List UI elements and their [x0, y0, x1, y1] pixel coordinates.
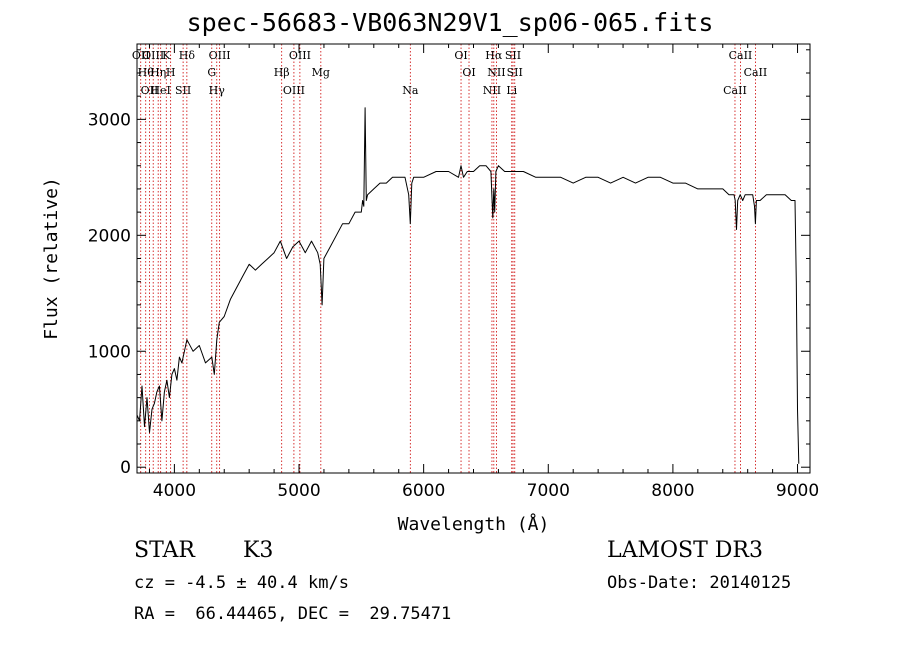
line-marker-label: K — [162, 49, 171, 62]
line-marker-label: OI — [462, 66, 475, 79]
line-marker-label: HeI — [150, 84, 170, 97]
line-marker-label: CaII — [723, 84, 747, 97]
line-marker-label: CaII — [744, 66, 768, 79]
survey-label: LAMOST DR3 — [607, 538, 763, 563]
x-tick-label: 8000 — [651, 481, 694, 501]
x-tick-label: 7000 — [527, 481, 570, 501]
obs-date: Obs-Date: 20140125 — [607, 573, 792, 593]
cz-value: cz = -4.5 ± 40.4 km/s — [134, 573, 349, 593]
y-axis-label: Flux (relative) — [41, 177, 62, 340]
line-marker-label: Hδ — [179, 49, 196, 62]
line-marker-label: SII — [505, 49, 521, 62]
x-tick-label: 4000 — [153, 481, 196, 501]
chart-title: spec-56683-VB063N29V1_sp06-065.fits — [186, 8, 714, 37]
line-marker-label: OIII — [209, 49, 231, 62]
line-marker-label: CaII — [729, 49, 753, 62]
line-marker-label: OIII — [142, 49, 164, 62]
line-marker-label: Hθ — [138, 66, 155, 79]
line-marker-label: H — [166, 66, 176, 79]
line-marker-label: Hη — [150, 66, 166, 79]
x-tick-label: 6000 — [402, 481, 445, 501]
line-marker-label: Hα — [485, 49, 503, 62]
x-tick-label: 5000 — [277, 481, 320, 501]
line-marker-label: NII — [487, 66, 505, 79]
line-marker-label: OII — [132, 49, 150, 62]
line-marker-labels: OIIHθOIIOIIIHηHeIKHSIIHδGHγOIIIHβOIIIOII… — [132, 49, 767, 97]
line-marker-label: OI — [454, 49, 467, 62]
spectrum-line — [136, 107, 800, 464]
axes: 4000 5000 6000 7000 8000 9000 0 1000 2000 3000 Wav… — [41, 43, 819, 535]
coordinates: RA = 66.44465, DEC = 29.75471 — [134, 604, 452, 624]
subclass-label: K3 — [243, 538, 274, 563]
line-marker-label: Na — [402, 84, 419, 97]
axes-frame — [136, 43, 811, 474]
line-marker-label: Mg — [312, 66, 330, 79]
line-marker-label: Hβ — [274, 66, 290, 79]
line-marker-label: Li — [506, 84, 517, 97]
line-markers — [140, 44, 756, 473]
line-marker-label: Hγ — [209, 84, 226, 97]
line-marker-label: OIII — [283, 84, 305, 97]
line-marker-label: G — [207, 66, 216, 79]
line-marker-label: SII — [507, 66, 523, 79]
line-marker-label: OII — [141, 84, 159, 97]
y-tick-label: 0 — [120, 458, 131, 478]
line-marker-label: NII — [483, 84, 501, 97]
y-tick-label: 3000 — [88, 110, 131, 130]
line-marker-label: OIII — [289, 49, 311, 62]
line-marker-label: SII — [175, 84, 191, 97]
x-axis-label: Wavelength (Å) — [398, 513, 550, 535]
class-label: STAR — [134, 538, 195, 563]
plot-area — [136, 107, 800, 464]
y-tick-label: 1000 — [88, 342, 131, 362]
x-tick-label: 9000 — [776, 481, 819, 501]
y-tick-label: 2000 — [88, 226, 131, 246]
